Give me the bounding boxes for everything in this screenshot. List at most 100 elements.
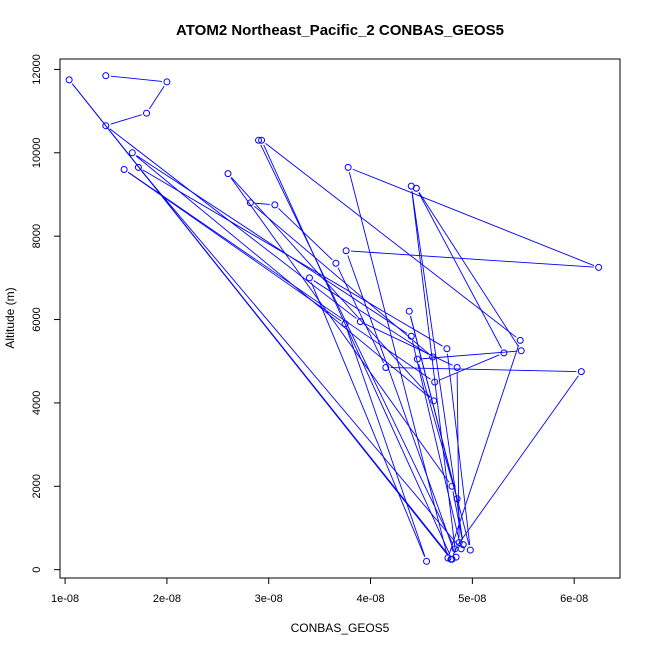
data-point — [453, 363, 461, 371]
series-line-segment — [230, 177, 450, 483]
data-point — [271, 201, 279, 209]
data-point — [246, 199, 254, 207]
data-point — [500, 349, 508, 357]
series-line-segment — [418, 363, 457, 495]
series-line-segment — [142, 169, 443, 347]
data-point — [517, 347, 525, 355]
data-point — [595, 263, 603, 271]
data-point — [258, 136, 266, 144]
x-tick-label: 2e-08 — [153, 593, 181, 605]
x-axis: 1e-08 2e-08 3e-08 4e-08 5e-08 6e-08 — [51, 578, 588, 605]
data-point — [405, 307, 413, 315]
x-tick-label: 3e-08 — [255, 593, 283, 605]
series-line-segment — [136, 155, 408, 334]
series-line-segment — [71, 83, 450, 556]
series-line-segment — [348, 172, 448, 554]
series-line-segment — [411, 191, 463, 540]
y-tick-label: 4000 — [31, 391, 43, 415]
series-line-segment — [439, 354, 500, 381]
data-point — [444, 554, 452, 562]
data-point — [341, 320, 349, 328]
data-point — [423, 557, 431, 565]
plot-frame — [59, 58, 621, 579]
series-line-segment — [253, 205, 430, 355]
series-line-segment — [263, 144, 451, 555]
series-line-segment — [231, 177, 431, 398]
data-point — [459, 541, 467, 549]
data-point — [466, 546, 474, 554]
x-tick-label: 5e-08 — [458, 593, 486, 605]
series-line-segment — [351, 250, 594, 268]
series-line-segment — [278, 208, 333, 261]
data-point — [448, 482, 456, 490]
series-line-segment — [255, 202, 270, 205]
data-point — [453, 495, 461, 503]
series-line-segment — [364, 323, 453, 366]
data-point — [255, 136, 263, 144]
series-line-segment — [447, 353, 471, 546]
data-point — [577, 368, 585, 376]
chart-title: ATOM2 Northeast_Pacific_2 CONBAS_GEOS5 — [176, 22, 504, 39]
series-line-segment — [449, 344, 520, 554]
series-line-segment — [109, 128, 357, 319]
data-point — [102, 122, 110, 130]
data-point — [332, 259, 340, 267]
x-axis-label: CONBAS_GEOS5 — [291, 621, 390, 635]
series-line-segment — [128, 171, 431, 380]
series-points — [65, 72, 603, 565]
data-point — [342, 247, 350, 255]
series-line-segment — [110, 75, 162, 82]
data-point — [407, 332, 415, 340]
data-point — [305, 274, 313, 282]
series-line-segment — [141, 170, 459, 546]
y-tick-label: 12000 — [31, 54, 43, 85]
series-line-segment — [346, 328, 426, 557]
data-point — [163, 78, 171, 86]
y-tick-label: 2000 — [31, 474, 43, 498]
y-axis: 0 2000 4000 6000 8000 10000 12000 — [31, 54, 60, 573]
series-lines — [71, 75, 595, 557]
data-point — [134, 163, 142, 171]
data-point — [65, 76, 73, 84]
series-line-segment — [410, 315, 457, 495]
series-line-segment — [456, 372, 460, 538]
x-tick-label: 4e-08 — [356, 593, 384, 605]
data-point — [443, 345, 451, 353]
data-point — [128, 149, 136, 157]
series-line-segment — [457, 375, 579, 546]
series-line-segment — [110, 114, 142, 125]
y-tick-label: 10000 — [31, 137, 43, 168]
data-point — [224, 170, 232, 178]
series-line-segment — [347, 255, 455, 553]
series-line-segment — [148, 85, 165, 110]
data-point — [356, 318, 364, 326]
y-axis-label: Altitude (m) — [3, 287, 17, 348]
series-line-segment — [310, 282, 426, 557]
data-point — [412, 184, 420, 192]
data-point — [452, 553, 460, 561]
series-line-segment — [337, 267, 385, 364]
series-line-segment — [313, 280, 429, 355]
y-tick-label: 8000 — [31, 224, 43, 248]
x-tick-label: 1e-08 — [51, 593, 79, 605]
data-point — [430, 397, 438, 405]
data-point — [120, 165, 128, 173]
series-line-segment — [411, 340, 461, 545]
data-point — [455, 539, 463, 547]
data-point — [413, 355, 421, 363]
data-point — [451, 545, 459, 553]
data-point — [429, 353, 437, 361]
data-point — [382, 363, 390, 371]
series-line-segment — [352, 168, 595, 266]
data-point — [516, 336, 524, 344]
series-line-segment — [265, 142, 517, 338]
series-line-segment — [418, 192, 519, 347]
x-tick-label: 6e-08 — [560, 593, 588, 605]
data-point — [344, 163, 352, 171]
y-tick-label: 0 — [31, 567, 43, 573]
series-line-segment — [260, 144, 454, 545]
data-point — [102, 72, 110, 80]
data-point — [448, 555, 456, 563]
series-line-segment — [127, 171, 342, 322]
